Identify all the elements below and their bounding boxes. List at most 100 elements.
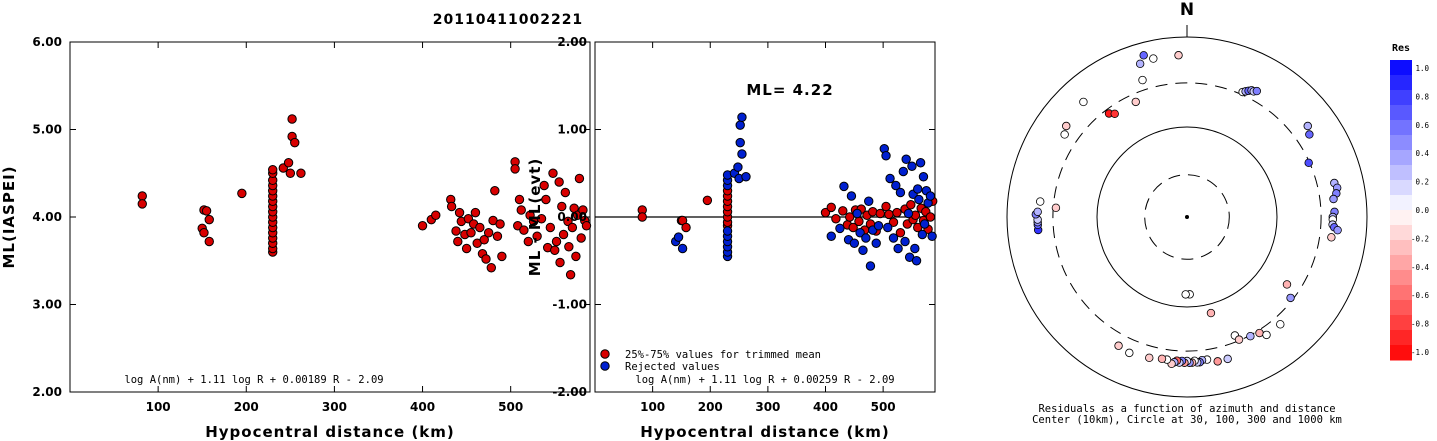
station-residual-point [1286, 293, 1295, 303]
data-point [554, 177, 564, 187]
rejected-point [883, 222, 893, 233]
station-residual-point [1333, 225, 1342, 235]
legend-marker-kept [600, 349, 610, 359]
polar-caption-line2: Center (10km), Circle at 30, 100, 300 an… [1032, 414, 1342, 426]
colorbar-tick-label: 0.8 [1415, 92, 1429, 101]
data-point [539, 180, 549, 191]
x-axis-label: Hypocentral distance (km) [205, 423, 455, 441]
colorbar-segment [1390, 120, 1412, 136]
x-tick-label: 200 [234, 400, 259, 414]
data-point [532, 231, 542, 241]
station-residual-point [1234, 335, 1244, 344]
rejected-point [839, 181, 849, 192]
range-ring-100km [1096, 126, 1278, 308]
y-tick-label: 0.00 [557, 210, 587, 224]
rejected-point [903, 208, 914, 219]
colorbar-tick-label: 0.6 [1415, 121, 1429, 130]
data-point [523, 236, 534, 247]
rejected-point [914, 194, 924, 205]
data-point [565, 270, 576, 280]
center-marker [1185, 215, 1189, 219]
station-residual-point [1206, 308, 1216, 318]
kept-point [868, 207, 878, 217]
station-residual-point [1079, 97, 1088, 107]
kept-point [845, 212, 855, 222]
rejected-point [846, 191, 857, 201]
data-point [576, 233, 586, 243]
colorbar-segment [1390, 135, 1412, 151]
y-tick-label: -1.00 [552, 298, 587, 312]
data-point [461, 243, 472, 254]
rejected-point [871, 238, 881, 248]
rejected-point [893, 243, 903, 254]
data-point [285, 168, 296, 178]
y-tick-label: 2.00 [32, 385, 62, 399]
rejected-point [864, 196, 874, 206]
y-tick-label: 2.00 [557, 35, 587, 49]
kept-point [831, 214, 841, 224]
range-ring-30km [1144, 174, 1230, 260]
station-residual-point [1139, 51, 1148, 60]
colorbar-segment [1390, 195, 1412, 211]
polar-caption-line1: Residuals as a function of azimuth and d… [1038, 403, 1335, 415]
data-point [571, 251, 581, 262]
rejected-point [927, 231, 937, 241]
rejected-point [722, 226, 733, 236]
figure-title: 20110411002221 [433, 12, 583, 28]
data-point [470, 207, 481, 218]
colorbar-segment [1390, 165, 1412, 181]
rejected-point [673, 232, 684, 242]
station-residual-point [1304, 158, 1313, 168]
data-point [564, 242, 574, 252]
kept-point [892, 207, 902, 218]
rejected-point [888, 233, 899, 243]
data-point [555, 257, 565, 268]
data-point [268, 165, 278, 175]
data-point [490, 186, 500, 196]
station-residual-point [1114, 341, 1123, 350]
x-tick-label: 200 [698, 400, 723, 414]
rejected-point [925, 191, 936, 201]
plot-frame [69, 41, 591, 393]
kept-point [888, 217, 899, 227]
rejected-point [895, 187, 906, 198]
y-tick-label: 6.00 [32, 35, 62, 49]
polar-panel: N Residuals as a function of azimuth and … [1006, 0, 1368, 426]
rejected-point [737, 112, 747, 122]
kept-point [681, 222, 691, 233]
kept-point [637, 212, 647, 222]
residual-distance-panel: -2.00 -1.00 0.00 1.00 2.00 100 200 300 400 500 ML=… [526, 35, 938, 441]
data-point [451, 226, 461, 236]
rejected-point [735, 137, 745, 148]
rejected-point [913, 184, 923, 194]
data-points [137, 114, 592, 280]
rejected-point [917, 229, 928, 240]
kept-point [820, 207, 831, 218]
data-point [483, 228, 494, 238]
north-label: N [1180, 0, 1194, 20]
data-point [574, 173, 585, 184]
rejected-point [741, 172, 751, 182]
x-tick-label: 400 [410, 400, 435, 414]
colorbar-tick-label: -0.6 [1411, 291, 1430, 300]
colorbar-tick-label: -0.2 [1411, 234, 1429, 243]
station-residual-point [1125, 348, 1134, 358]
rejected-point [881, 151, 891, 161]
ml-distance-panel: 2.00 3.00 4.00 5.00 6.00 100 200 300 400 500 log … [0, 35, 592, 441]
data-point [497, 251, 507, 262]
y-tick-label: 4.00 [32, 210, 62, 224]
x-tick-label: 100 [640, 400, 665, 414]
station-residual-point [1174, 51, 1183, 60]
data-point [558, 229, 569, 240]
data-point [475, 222, 485, 233]
data-point [486, 263, 496, 273]
kept-point [838, 206, 848, 216]
colorbar-segment [1390, 90, 1412, 106]
y-tick-label: 3.00 [32, 298, 62, 312]
axis-ticks: 2.00 3.00 4.00 5.00 6.00 100 200 300 400 500 [32, 35, 590, 414]
station-residual-point [1051, 203, 1061, 213]
station-residual-point [1276, 320, 1285, 329]
station-residual-point [1157, 354, 1167, 364]
x-tick-label: 300 [755, 400, 780, 414]
legend-marker-rejected [600, 361, 610, 371]
